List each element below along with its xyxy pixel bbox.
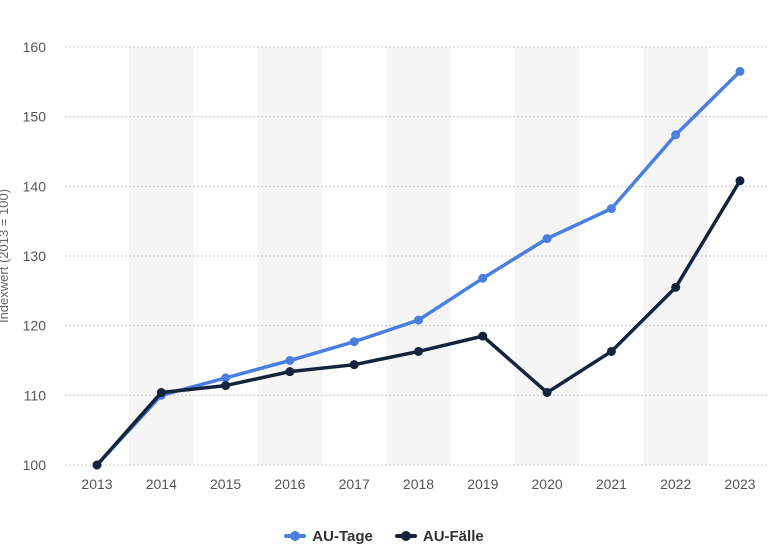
point-au-f-lle-2020 [542,388,552,398]
x-tick-2014: 2014 [146,476,177,492]
point-au-tage-2019 [478,273,488,283]
point-au-f-lle-2015 [221,381,231,391]
y-tick-120: 120 [23,318,47,334]
y-tick-150: 150 [23,109,47,125]
point-au-f-lle-2021 [606,346,616,356]
y-tick-110: 110 [24,387,47,403]
y-axis-ticks: 100 110 120 130 140 150 160 [23,39,47,473]
point-au-tage-2018 [414,315,423,325]
x-tick-2023: 2023 [724,476,755,492]
grid-lines [65,46,768,466]
au-tage-swatch-icon [284,531,307,541]
point-au-tage-2015 [221,373,231,383]
point-au-f-lle-2019 [478,331,488,341]
legend-item-au-faelle[interactable]: AU-Fälle [394,527,484,545]
point-au-f-lle-2018 [414,346,423,356]
series-lines [92,66,745,470]
y-tick-140: 140 [23,178,47,194]
point-au-f-lle-2013 [92,460,102,470]
y-axis-label: Indexwert (2013 = 100) [0,189,11,323]
x-tick-2016: 2016 [274,476,305,492]
y-tick-130: 130 [23,248,47,264]
point-au-f-lle-2017 [349,360,359,370]
point-au-tage-2016 [285,356,295,365]
legend-label-au-faelle: AU-Fälle [422,527,484,545]
point-au-f-lle-2016 [285,367,295,377]
x-tick-2022: 2022 [660,476,691,492]
point-au-f-lle-2022 [671,282,681,292]
y-tick-160: 160 [23,39,47,55]
x-tick-2020: 2020 [532,476,563,492]
x-tick-2021: 2021 [596,476,627,492]
point-au-tage-2023 [735,66,745,76]
x-tick-2019: 2019 [467,476,498,492]
x-axis-ticks: 2013 2014 2015 2016 2017 2018 2019 2020 2021 2022… [81,476,755,492]
legend-label-au-tage: AU-Tage [312,527,373,545]
point-au-tage-2017 [349,337,359,347]
legend-item-au-tage[interactable]: AU-Tage [284,528,373,545]
x-tick-2017: 2017 [339,476,370,492]
x-tick-2018: 2018 [403,476,434,492]
point-au-f-lle-2014 [156,388,166,398]
point-au-tage-2020 [542,234,552,244]
point-au-f-lle-2023 [735,176,745,186]
x-tick-2015: 2015 [210,476,241,492]
point-au-tage-2022 [671,130,681,140]
x-tick-2013: 2013 [81,476,112,492]
au-faelle-swatch-icon [394,531,417,541]
y-tick-100: 100 [23,457,47,473]
legend: AU-Tage AU-Fälle [0,524,768,548]
point-au-tage-2021 [606,204,616,214]
